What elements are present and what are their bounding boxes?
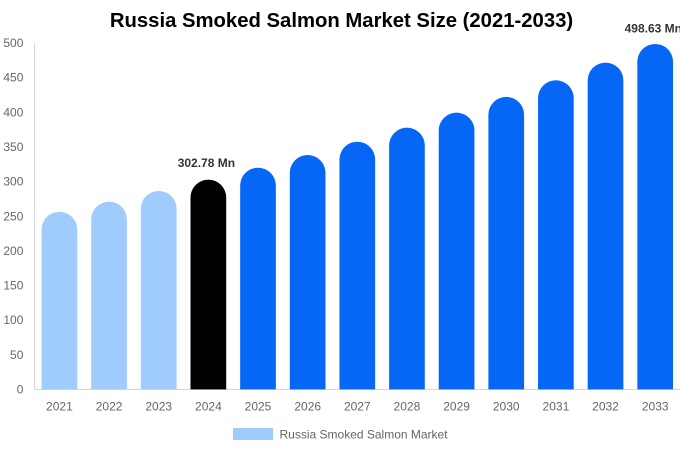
svg-text:200: 200: [3, 244, 23, 258]
svg-text:100: 100: [3, 313, 23, 327]
svg-text:2023: 2023: [145, 400, 172, 414]
svg-text:300: 300: [3, 175, 23, 189]
svg-text:498.63 Mn: 498.63 Mn: [625, 22, 680, 36]
svg-text:2025: 2025: [245, 400, 272, 414]
svg-text:Russia Smoked Salmon Market Si: Russia Smoked Salmon Market Size (2021-2…: [110, 10, 573, 32]
svg-text:2022: 2022: [96, 400, 123, 414]
svg-text:Russia Smoked Salmon Market: Russia Smoked Salmon Market: [280, 427, 449, 441]
svg-text:2029: 2029: [443, 400, 470, 414]
svg-text:500: 500: [3, 36, 23, 50]
svg-text:0: 0: [17, 383, 24, 397]
svg-text:450: 450: [3, 71, 23, 85]
svg-text:2028: 2028: [394, 400, 421, 414]
svg-text:2032: 2032: [592, 400, 619, 414]
svg-text:350: 350: [3, 140, 23, 154]
svg-text:150: 150: [3, 279, 23, 293]
svg-text:50: 50: [10, 348, 24, 362]
svg-text:400: 400: [3, 105, 23, 119]
svg-text:2024: 2024: [195, 400, 222, 414]
svg-text:2021: 2021: [46, 400, 73, 414]
svg-text:2027: 2027: [344, 400, 371, 414]
svg-text:302.78 Mn: 302.78 Mn: [178, 156, 235, 170]
svg-text:250: 250: [3, 209, 23, 223]
svg-text:2030: 2030: [493, 400, 520, 414]
svg-text:2033: 2033: [642, 400, 669, 414]
svg-text:2026: 2026: [294, 400, 321, 414]
svg-text:2031: 2031: [543, 400, 570, 414]
